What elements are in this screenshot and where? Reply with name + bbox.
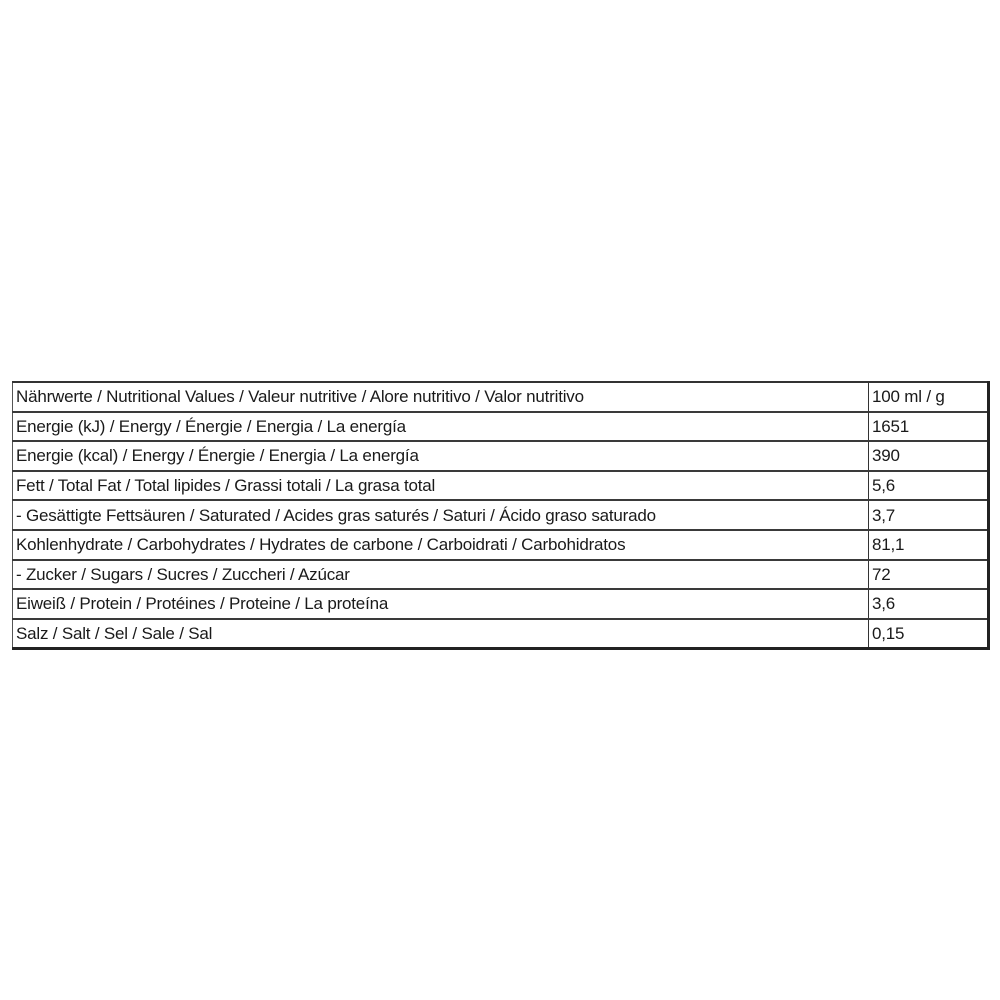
row-value: 1651 <box>868 411 989 443</box>
row-label: Energie (kcal) / Energy / Énergie / Ener… <box>12 441 869 472</box>
row-label: Energie (kJ) / Energy / Énergie / Energi… <box>12 411 869 443</box>
table-row: Eiweiß / Protein / Protéines / Proteine … <box>12 589 989 620</box>
table-row: Salz / Salt / Sel / Sale / Sal 0,15 <box>12 618 989 650</box>
row-value: 390 <box>868 441 989 472</box>
row-value: 3,7 <box>868 500 989 531</box>
row-label: Kohlenhydrate / Carbohydrates / Hydrates… <box>12 529 869 561</box>
row-value: 3,6 <box>868 589 989 620</box>
row-value: 81,1 <box>868 529 989 561</box>
row-label: - Gesättigte Fettsäuren / Saturated / Ac… <box>12 500 869 531</box>
header-label: Nährwerte / Nutritional Values / Valeur … <box>12 382 869 413</box>
row-value: 72 <box>868 559 989 591</box>
table-row: Fett / Total Fat / Total lipides / Grass… <box>12 470 989 502</box>
row-label: Salz / Salt / Sel / Sale / Sal <box>12 618 869 650</box>
table-row: Energie (kcal) / Energy / Énergie / Ener… <box>12 441 989 472</box>
row-value: 0,15 <box>868 618 989 650</box>
table-row: - Zucker / Sugars / Sucres / Zuccheri / … <box>12 559 989 591</box>
row-value: 5,6 <box>868 470 989 502</box>
table-row: Kohlenhydrate / Carbohydrates / Hydrates… <box>12 529 989 561</box>
row-label: - Zucker / Sugars / Sucres / Zuccheri / … <box>12 559 869 591</box>
row-label: Fett / Total Fat / Total lipides / Grass… <box>12 470 869 502</box>
table-row: - Gesättigte Fettsäuren / Saturated / Ac… <box>12 500 989 531</box>
row-label: Eiweiß / Protein / Protéines / Proteine … <box>12 589 869 620</box>
header-unit: 100 ml / g <box>868 382 989 413</box>
table-header-row: Nährwerte / Nutritional Values / Valeur … <box>12 382 989 413</box>
nutrition-table: Nährwerte / Nutritional Values / Valeur … <box>12 381 990 651</box>
table-row: Energie (kJ) / Energy / Énergie / Energi… <box>12 411 989 443</box>
